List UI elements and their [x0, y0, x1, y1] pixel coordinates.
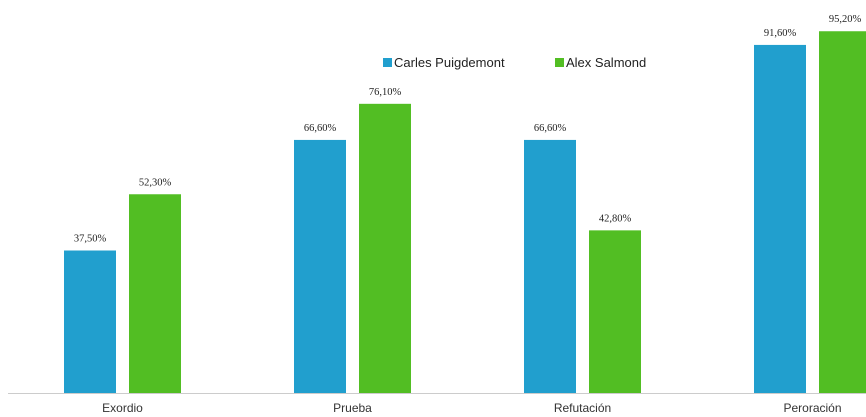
- bar-carles-puigdemont-refutacion: [524, 139, 576, 393]
- category-label-peroracion: Peroración: [783, 401, 841, 415]
- legend-label-carles-puigdemont: Carles Puigdemont: [394, 55, 505, 70]
- category-label-prueba: Prueba: [333, 401, 372, 415]
- bar-alex-salmond-refutacion: [589, 230, 641, 393]
- value-label-alex-salmond-refutacion: 42,80%: [599, 213, 632, 224]
- bars-layer: [64, 31, 866, 394]
- value-label-carles-puigdemont-peroracion: 91,60%: [764, 28, 797, 39]
- category-label-refutacion: Refutación: [554, 401, 611, 415]
- value-labels-layer: 37,50% 52,30% 66,60% 76,10% 66,60% 42,80% 91,6…: [74, 14, 862, 244]
- legend: Carles Puigdemont Alex Salmond: [383, 55, 646, 70]
- category-labels-layer: Exordio Prueba Refutación Peroración: [102, 401, 841, 415]
- value-label-carles-puigdemont-exordio: 37,50%: [74, 234, 107, 245]
- bar-alex-salmond-exordio: [129, 194, 181, 393]
- value-label-alex-salmond-exordio: 52,30%: [139, 177, 172, 188]
- legend-label-alex-salmond: Alex Salmond: [566, 55, 646, 70]
- bar-carles-puigdemont-exordio: [64, 250, 116, 393]
- bar-alex-salmond-prueba: [359, 103, 411, 393]
- bar-alex-salmond-peroracion: [819, 31, 866, 394]
- value-label-alex-salmond-peroracion: 95,20%: [829, 14, 862, 25]
- value-label-carles-puigdemont-prueba: 66,60%: [304, 123, 337, 134]
- value-label-carles-puigdemont-refutacion: 66,60%: [534, 123, 567, 134]
- category-label-exordio: Exordio: [102, 401, 143, 415]
- value-label-alex-salmond-prueba: 76,10%: [369, 87, 402, 98]
- bar-carles-puigdemont-prueba: [294, 139, 346, 393]
- bar-carles-puigdemont-peroracion: [754, 44, 806, 394]
- legend-swatch-carles-puigdemont: [383, 58, 392, 67]
- legend-swatch-alex-salmond: [555, 58, 564, 67]
